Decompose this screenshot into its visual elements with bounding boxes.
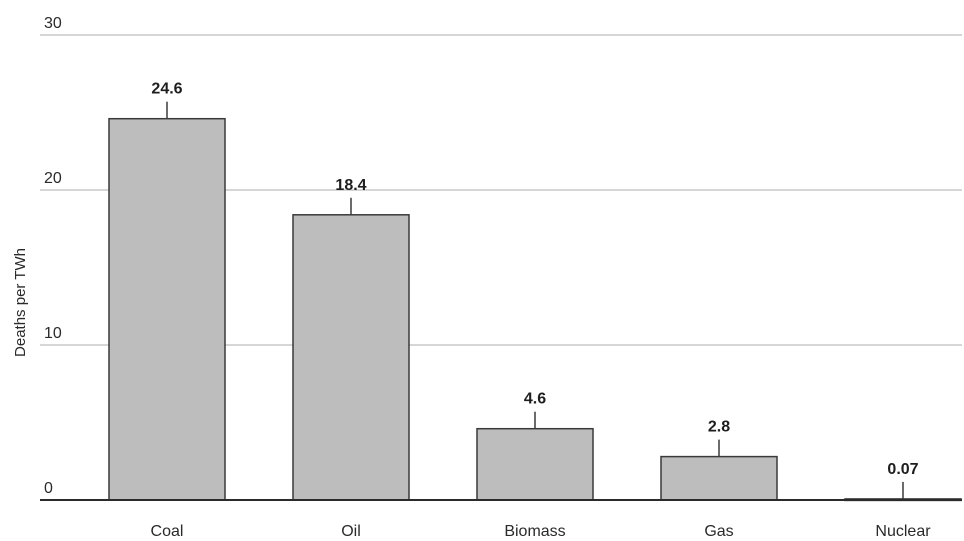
y-tick-label-30: 30 [44, 15, 62, 32]
y-tick-label-10: 10 [44, 325, 62, 342]
bar-gas [660, 455, 778, 501]
bars [108, 101, 962, 502]
y-tick-label-20: 20 [44, 170, 62, 187]
bar-biomass [476, 427, 594, 501]
y-axis-title: Deaths per TWh [12, 248, 29, 357]
value-labels: 24.6 18.4 4.6 2.8 0.07 [151, 81, 918, 478]
y-axis-ticks: 0 10 20 30 [44, 15, 62, 497]
y-tick-label-0: 0 [44, 480, 53, 497]
value-label-gas: 2.8 [708, 419, 730, 436]
bar-coal [108, 117, 226, 501]
value-label-nuclear: 0.07 [887, 461, 918, 478]
category-label-gas: Gas [704, 523, 733, 540]
value-label-biomass: 4.6 [524, 391, 546, 408]
bar-oil [292, 214, 410, 501]
category-label-coal: Coal [151, 523, 184, 540]
value-label-coal: 24.6 [151, 81, 182, 98]
category-label-nuclear: Nuclear [875, 523, 931, 540]
category-label-biomass: Biomass [504, 523, 565, 540]
value-label-oil: 18.4 [335, 177, 366, 194]
x-axis-categories: Coal Oil Biomass Gas Nuclear [151, 523, 932, 540]
category-label-oil: Oil [341, 523, 361, 540]
